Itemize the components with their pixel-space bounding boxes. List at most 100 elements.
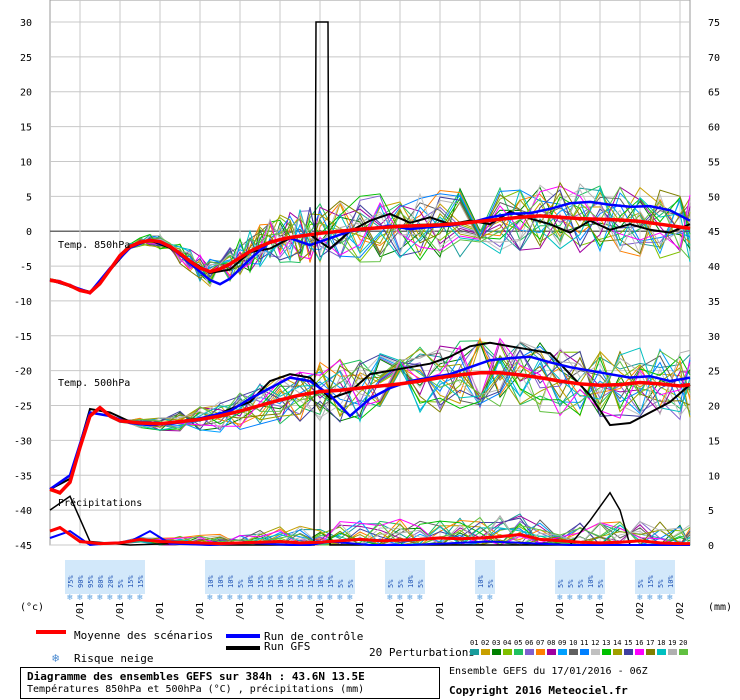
legend: Moyenne des scénarios Run de contrôle Ru… [0,620,740,700]
snow-risk-value: 15% [267,575,275,588]
right-tick-label: 45 [708,227,720,238]
snow-risk-value: 10% [317,575,325,588]
x-date-label: 22/01 [235,602,246,620]
left-tick-label: -40 [14,506,32,517]
left-tick-label: 0 [26,227,32,238]
perturbation-swatch [602,649,611,655]
snow-risk-value: 5% [387,579,395,588]
right-tick-label: 75 [708,18,720,29]
main-series [49,21,691,547]
snowflake-icon: ❄ [577,593,584,602]
left-tick-label: 15 [20,123,32,134]
snow-risk-value: 15% [327,575,335,588]
snow-risk-cell [305,560,315,594]
perturbation-number: 10 [569,639,578,647]
snow-risk-value: 75% [67,575,75,588]
x-axis-date-labels: 18/01 19/01 20/01 21/01 22/01 23/01 24/01 25/01… [75,602,686,620]
snow-risk-cell [415,560,425,594]
snowflake-icon: ❄ [67,593,74,602]
perturbation-number: 19 [668,639,677,647]
snow-risk-cell [665,560,675,594]
x-date-label: 01/02 [635,602,646,620]
left-tick-label: -45 [14,541,32,552]
right-tick-label: 30 [708,332,720,343]
snow-risk-value: 10% [477,575,485,588]
snowflake-icon: ❄ [587,593,594,602]
snow-risk-value: 5% [597,579,605,588]
snow-risk-value: 10% [587,575,595,588]
snow-risk-value: 10% [207,575,215,588]
snow-risk-cell [655,560,665,594]
snow-risk-cell [335,560,345,594]
snowflake-icon: ❄ [277,593,284,602]
legend-snow-label: Risque neige [74,652,154,665]
snow-risk-value: 15% [287,575,295,588]
perturbation-number: 20 [679,639,688,647]
snow-risk-row: 75%❄90%❄95%❄80%❄20%❄5%❄15%❄15%❄10%❄10%❄1… [65,560,675,602]
precip-mean-line [49,525,690,546]
perturbation-swatch [580,649,589,655]
perturbation-swatch [536,649,545,655]
chart-title: Diagramme des ensembles GEFS sur 384h : … [27,670,365,683]
left-axis-unit: (°c) [20,602,44,613]
snowflake-icon: ❄ [597,593,604,602]
perturbation-swatch [547,649,556,655]
snowflake-icon: ❄ [77,593,84,602]
snow-risk-cell [475,560,485,594]
right-tick-label: 40 [708,262,720,273]
snow-risk-cell [575,560,585,594]
snow-risk-value: 5% [637,579,645,588]
snow-risk-cell [135,560,145,594]
snow-risk-cell [395,560,405,594]
snowflake-icon: ❄ [237,593,244,602]
perturbation-swatch [525,649,534,655]
right-tick-label: 0 [708,541,714,552]
snow-risk-cell [245,560,255,594]
snowflake-icon: ❄ [287,593,294,602]
perturbation-swatch [613,649,622,655]
snow-risk-cell [105,560,115,594]
snow-risk-cell [215,560,225,594]
snow-risk-value: 5% [397,579,405,588]
left-tick-label: -25 [14,402,32,413]
snow-risk-cell [345,560,355,594]
chart-grid [49,0,691,546]
snow-risk-value: 5% [337,579,345,588]
snowflake-icon: ❄ [207,593,214,602]
snow-risk-cell [115,560,125,594]
perturbation-swatch [624,649,633,655]
legend-mean-swatch [36,630,66,634]
legend-control-swatch [226,634,260,638]
right-tick-label: 55 [708,157,720,168]
t850-mean-line [49,214,691,295]
perturbation-swatch [492,649,501,655]
snow-risk-value: 5% [577,579,585,588]
plot-frame [49,0,691,546]
ensemble-run-label: Ensemble GEFS du 17/01/2016 - 06Z [449,666,648,677]
snowflake-icon: ❄ [247,593,254,602]
perturbation-swatch [558,649,567,655]
perturbation-number: 01 [470,639,479,647]
snowflake-icon: ❄ [317,593,324,602]
snow-risk-cell [635,560,645,594]
snow-risk-cell [285,560,295,594]
snow-risk-cell [65,560,75,594]
snowflake-icon: ❄ [107,593,114,602]
snow-risk-cell [125,560,135,594]
snow-risk-value: 95% [87,575,95,588]
x-date-label: 24/01 [315,602,326,620]
snowflake-icon: ❄ [667,593,674,602]
perturbation-number: 03 [492,639,501,647]
legend-gfs-swatch [226,646,260,650]
precip-gfs-line [49,21,690,546]
right-tick-label: 20 [708,402,720,413]
left-tick-label: 25 [20,53,32,64]
snowflake-icon: ❄ [127,593,134,602]
perturbation-swatch [470,649,479,655]
copyright-label: Copyright 2016 Meteociel.fr [449,684,628,697]
left-tick-label: 10 [20,157,32,168]
snowflake-icon: ❄ [327,593,334,602]
left-tick-label: -30 [14,436,32,447]
snow-risk-value: 15% [127,575,135,588]
